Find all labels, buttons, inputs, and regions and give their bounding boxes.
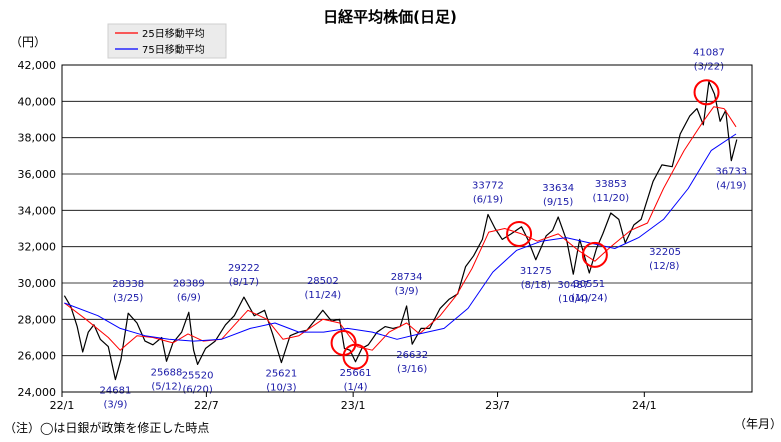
annotation-value: 36733	[715, 167, 747, 178]
legend: 25日移動平均 75日移動平均	[108, 24, 226, 58]
annotation-date: (4/19)	[716, 181, 746, 192]
annotation-date: (11/24)	[305, 290, 342, 301]
annotation-value: 28338	[112, 279, 144, 290]
x-axis-ticks: 22/1 22/7 23/1 23/7 24/1	[50, 392, 657, 412]
annotation-value: 26632	[396, 350, 428, 361]
annotation-value: 41087	[693, 48, 725, 59]
annotation-date: (3/9)	[103, 400, 127, 411]
y-tick-label: 36,000	[18, 168, 57, 181]
annotation-value: 25520	[182, 370, 214, 381]
y-axis-unit: （円）	[10, 35, 46, 49]
y-axis-ticks: 24,000 26,000 28,000 30,000 32,000 34,000 36,0…	[18, 59, 57, 399]
annotation-value: 33853	[595, 179, 627, 190]
annotation-value: 24681	[100, 386, 132, 397]
annotation-date: (8/18)	[521, 280, 551, 291]
annotation-date: (11/20)	[592, 193, 629, 204]
x-tick-label: 23/7	[485, 399, 510, 412]
annotation-date: (6/20)	[182, 384, 212, 395]
annotation-date: (12/8)	[649, 261, 679, 272]
y-tick-label: 32,000	[18, 241, 57, 254]
y-tick-label: 40,000	[18, 95, 57, 108]
y-tick-label: 38,000	[18, 132, 57, 145]
series-line-2	[64, 82, 736, 380]
series-line-1	[64, 134, 736, 341]
legend-label-ma25: 25日移動平均	[142, 27, 205, 40]
policy-markers	[332, 80, 719, 368]
annotation-value: 25688	[151, 367, 183, 378]
annotation-value: 31275	[520, 266, 552, 277]
y-tick-label: 42,000	[18, 59, 57, 72]
annotation-value: 29222	[228, 263, 260, 274]
x-tick-label: 23/1	[341, 399, 366, 412]
annotation-date: (6/19)	[473, 194, 503, 205]
annotation-date: (5/12)	[151, 381, 181, 392]
y-tick-label: 34,000	[18, 204, 57, 217]
x-tick-label: 22/1	[50, 399, 75, 412]
annotation-date: (3/9)	[395, 286, 419, 297]
x-axis-unit: （年月）	[734, 417, 781, 431]
annotation-date: (3/22)	[694, 62, 724, 73]
series-line-0	[64, 107, 736, 350]
annotation-date: (1/4)	[344, 382, 368, 393]
annotation-value: 25661	[340, 368, 372, 379]
legend-label-ma75: 75日移動平均	[142, 43, 205, 56]
annotation-value: 28734	[391, 272, 423, 283]
plot-frame	[62, 65, 752, 392]
annotation-date: (3/25)	[113, 293, 143, 304]
annotation-date: (3/16)	[397, 364, 427, 375]
annotation-value: 33772	[472, 180, 504, 191]
y-tick-label: 26,000	[18, 350, 57, 363]
policy-marker-circle	[344, 345, 368, 369]
annotation-date: (9/15)	[543, 197, 573, 208]
annotation-date: (10/24)	[571, 293, 608, 304]
annotation-value: 33634	[542, 183, 574, 194]
annotation-date: (6/9)	[177, 292, 201, 303]
annotation-value: 28502	[307, 276, 339, 287]
annotation-value: 32205	[649, 247, 681, 258]
footnote: （注）◯は日銀が政策を修正した時点	[4, 420, 209, 435]
gridlines	[62, 65, 752, 392]
y-tick-label: 28,000	[18, 313, 57, 326]
annotation-date: (8/17)	[229, 277, 259, 288]
annotation-value: 30551	[573, 279, 605, 290]
y-tick-label: 24,000	[18, 386, 57, 399]
annotation-value: 28389	[173, 278, 205, 289]
x-tick-label: 22/7	[194, 399, 219, 412]
y-tick-label: 30,000	[18, 277, 57, 290]
series-lines	[64, 81, 737, 379]
annotation-value: 25621	[265, 369, 297, 380]
x-tick-label: 24/1	[632, 399, 657, 412]
chart-title: 日経平均株価(日足)	[323, 8, 457, 26]
